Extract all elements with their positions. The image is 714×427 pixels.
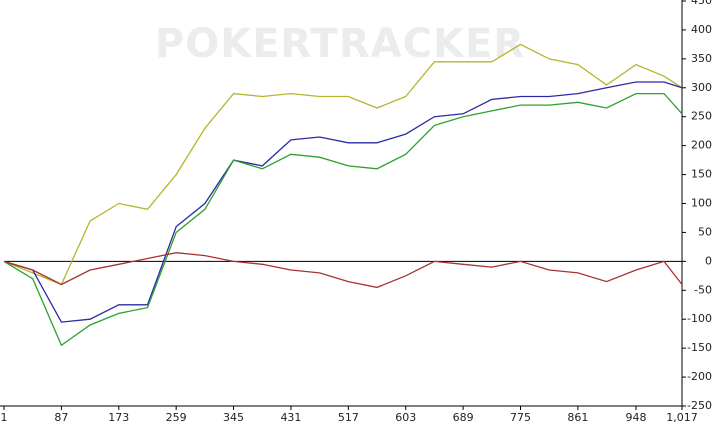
y-tick-label: -150 xyxy=(687,341,712,354)
series-line xyxy=(3,43,683,286)
y-tick-label: 350 xyxy=(691,52,712,65)
y-tick-label: 50 xyxy=(698,225,712,238)
y-tick-label: 200 xyxy=(691,139,712,152)
y-tick-label: 100 xyxy=(691,197,712,210)
x-tick-label: 861 xyxy=(567,411,588,424)
x-tick-label: 1,017 xyxy=(666,411,698,424)
y-tick-label: -200 xyxy=(687,370,712,383)
watermark: POKERTRACKER xyxy=(155,21,525,67)
y-tick-label: 450 xyxy=(691,0,712,7)
y-tick-label: 250 xyxy=(691,110,712,123)
x-tick-label: 173 xyxy=(108,411,129,424)
x-tick-label: 517 xyxy=(338,411,359,424)
y-tick-label: -250 xyxy=(687,399,712,412)
y-tick-label: 0 xyxy=(705,254,712,267)
y-tick-label: -100 xyxy=(687,312,712,325)
x-tick-label: 345 xyxy=(223,411,244,424)
x-tick-label: 775 xyxy=(510,411,531,424)
y-tick-label: 400 xyxy=(691,23,712,36)
x-tick-label: 431 xyxy=(280,411,301,424)
y-tick-label: -50 xyxy=(694,283,712,296)
series-line xyxy=(3,92,683,347)
series-line xyxy=(3,81,683,323)
x-tick-label: 948 xyxy=(625,411,646,424)
y-tick-label: 300 xyxy=(691,81,712,94)
x-tick-label: 689 xyxy=(453,411,474,424)
x-tick-label: 87 xyxy=(54,411,68,424)
y-tick-label: 150 xyxy=(691,168,712,181)
x-tick-label: 603 xyxy=(395,411,416,424)
x-tick-label: 259 xyxy=(166,411,187,424)
series-line xyxy=(3,252,683,289)
x-tick-label: 1 xyxy=(1,411,8,424)
